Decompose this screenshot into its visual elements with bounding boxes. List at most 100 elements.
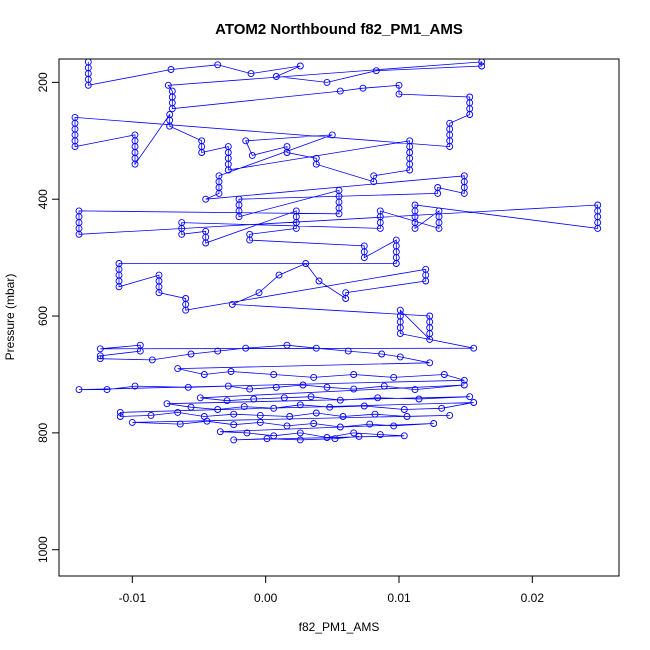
data-point bbox=[116, 408, 124, 416]
data-point bbox=[323, 383, 331, 391]
data-point bbox=[148, 356, 156, 364]
data-point bbox=[426, 335, 434, 343]
data-point bbox=[296, 429, 304, 437]
data-point bbox=[270, 432, 278, 440]
data-point bbox=[286, 413, 294, 420]
data-point bbox=[415, 395, 423, 403]
data-point bbox=[96, 352, 104, 360]
data-point bbox=[184, 383, 192, 391]
data-point bbox=[438, 404, 446, 412]
data-point bbox=[243, 429, 251, 437]
data-point bbox=[224, 382, 232, 390]
data-point bbox=[434, 189, 442, 197]
data-point bbox=[470, 344, 478, 352]
data-point bbox=[360, 254, 368, 262]
data-point bbox=[187, 350, 195, 358]
data-point bbox=[323, 434, 331, 441]
data-point bbox=[136, 347, 144, 355]
data-point bbox=[202, 239, 210, 247]
y-tick-label: 800 bbox=[36, 423, 50, 443]
data-point bbox=[240, 403, 248, 411]
data-point bbox=[335, 210, 343, 218]
data-point bbox=[248, 151, 256, 159]
data-point bbox=[359, 84, 367, 92]
y-tick-label: 400 bbox=[36, 189, 50, 209]
data-point bbox=[440, 371, 448, 378]
data-point bbox=[96, 355, 104, 363]
x-axis-label: f82_PM1_AMS bbox=[299, 620, 380, 634]
data-point bbox=[103, 386, 111, 394]
data-point bbox=[187, 403, 195, 411]
data-point bbox=[460, 381, 468, 389]
data-point bbox=[224, 166, 232, 174]
data-point bbox=[396, 330, 404, 338]
x-axis: -0.01 0.00 0.01 0.02 bbox=[119, 576, 544, 605]
data-point bbox=[272, 73, 280, 80]
data-point bbox=[215, 189, 223, 197]
data-point bbox=[250, 395, 258, 403]
data-point bbox=[411, 224, 419, 232]
data-point bbox=[75, 230, 83, 238]
data-point bbox=[174, 365, 182, 373]
data-point bbox=[196, 394, 204, 402]
data-point bbox=[470, 399, 478, 406]
data-point bbox=[406, 166, 414, 174]
data-point bbox=[374, 394, 382, 402]
data-point bbox=[460, 376, 468, 384]
data-point bbox=[155, 289, 163, 297]
data-point bbox=[214, 347, 222, 355]
data-point bbox=[307, 393, 315, 401]
data-point bbox=[360, 402, 368, 410]
data-point bbox=[255, 289, 263, 297]
data-point bbox=[202, 195, 210, 203]
data-point bbox=[131, 160, 139, 168]
data-point bbox=[296, 401, 304, 409]
data-point bbox=[312, 409, 320, 417]
data-point bbox=[270, 371, 278, 378]
data-point bbox=[446, 411, 454, 419]
data-point bbox=[71, 143, 79, 151]
data-point bbox=[178, 230, 186, 238]
data-point bbox=[478, 59, 486, 66]
y-axis-label: Pressure (mbar) bbox=[3, 274, 17, 361]
data-point bbox=[460, 189, 468, 197]
data-point bbox=[390, 422, 398, 430]
data-point bbox=[336, 87, 344, 95]
data-point bbox=[235, 213, 243, 221]
data-point bbox=[116, 413, 124, 420]
data-point bbox=[167, 66, 175, 73]
data-point bbox=[203, 417, 211, 425]
data-point bbox=[270, 404, 278, 412]
data-point bbox=[594, 224, 602, 232]
data-point bbox=[228, 300, 236, 308]
x-tick-label: -0.01 bbox=[119, 591, 147, 605]
data-point bbox=[380, 382, 388, 390]
data-point bbox=[115, 283, 123, 291]
data-point bbox=[344, 347, 352, 355]
data-point bbox=[310, 373, 318, 381]
data-point bbox=[214, 406, 222, 413]
data-point bbox=[323, 78, 331, 86]
data-point bbox=[400, 432, 408, 440]
data-point bbox=[350, 429, 358, 437]
data-point bbox=[75, 386, 83, 394]
data-point bbox=[166, 122, 174, 130]
data-point bbox=[422, 277, 430, 285]
data-point bbox=[296, 62, 304, 70]
data-point bbox=[246, 385, 254, 393]
data-point bbox=[164, 81, 172, 89]
data-point bbox=[214, 61, 222, 69]
data-point bbox=[312, 344, 320, 352]
data-point bbox=[227, 368, 235, 375]
data-point bbox=[310, 420, 318, 427]
data-point bbox=[411, 386, 419, 394]
y-tick-label: 1000 bbox=[36, 536, 50, 563]
data-point bbox=[283, 422, 291, 430]
data-point bbox=[292, 224, 300, 232]
data-point bbox=[326, 403, 334, 411]
data-point bbox=[430, 420, 438, 427]
data-point bbox=[342, 295, 350, 302]
data-point bbox=[350, 371, 358, 378]
data-point bbox=[280, 394, 288, 402]
